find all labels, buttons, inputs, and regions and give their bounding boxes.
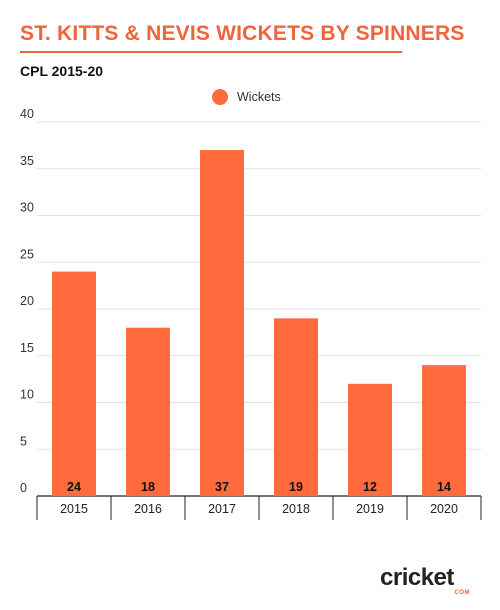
- bar-2018: [274, 318, 318, 496]
- logo-suffix: COM: [454, 590, 470, 596]
- bar-2017: [200, 150, 244, 497]
- cricket-com-logo: cricket COM: [380, 566, 472, 602]
- data-label-2016: 18: [141, 480, 155, 494]
- y-tick-label: 0: [20, 481, 27, 495]
- data-label-2018: 19: [289, 480, 303, 494]
- chart-subtitle: CPL 2015-20: [20, 63, 104, 79]
- legend-label-wickets: Wickets: [237, 90, 281, 104]
- legend: Wickets: [212, 89, 281, 105]
- title-underline: [20, 51, 402, 53]
- x-tick-label-2016: 2016: [134, 502, 162, 516]
- y-tick-label: 25: [20, 247, 34, 261]
- y-tick-label: 5: [20, 434, 27, 448]
- bar-2020: [422, 365, 466, 496]
- y-tick-label: 40: [20, 107, 34, 121]
- data-label-2017: 37: [215, 480, 229, 494]
- y-tick-label: 20: [20, 294, 34, 308]
- bar-2015: [52, 271, 96, 496]
- legend-swatch-wickets: [212, 89, 228, 105]
- y-tick-label: 15: [20, 341, 34, 355]
- bar-2016: [126, 327, 170, 496]
- x-tick-label-2017: 2017: [208, 502, 236, 516]
- data-label-2019: 12: [363, 480, 377, 494]
- data-label-2020: 14: [437, 480, 451, 494]
- x-tick-label-2018: 2018: [282, 502, 310, 516]
- data-label-2015: 24: [67, 480, 81, 494]
- y-tick-label: 10: [20, 388, 34, 402]
- chart-title: ST. KITTS & NEVIS WICKETS BY SPINNERS: [20, 22, 465, 45]
- bar-2019: [348, 383, 392, 496]
- logo-wordmark: cricket: [380, 564, 454, 591]
- x-tick-label-2015: 2015: [60, 502, 88, 516]
- x-tick-label-2019: 2019: [356, 502, 384, 516]
- y-tick-label: 35: [20, 154, 34, 168]
- x-tick-label-2020: 2020: [430, 502, 458, 516]
- y-tick-label: 30: [20, 201, 34, 215]
